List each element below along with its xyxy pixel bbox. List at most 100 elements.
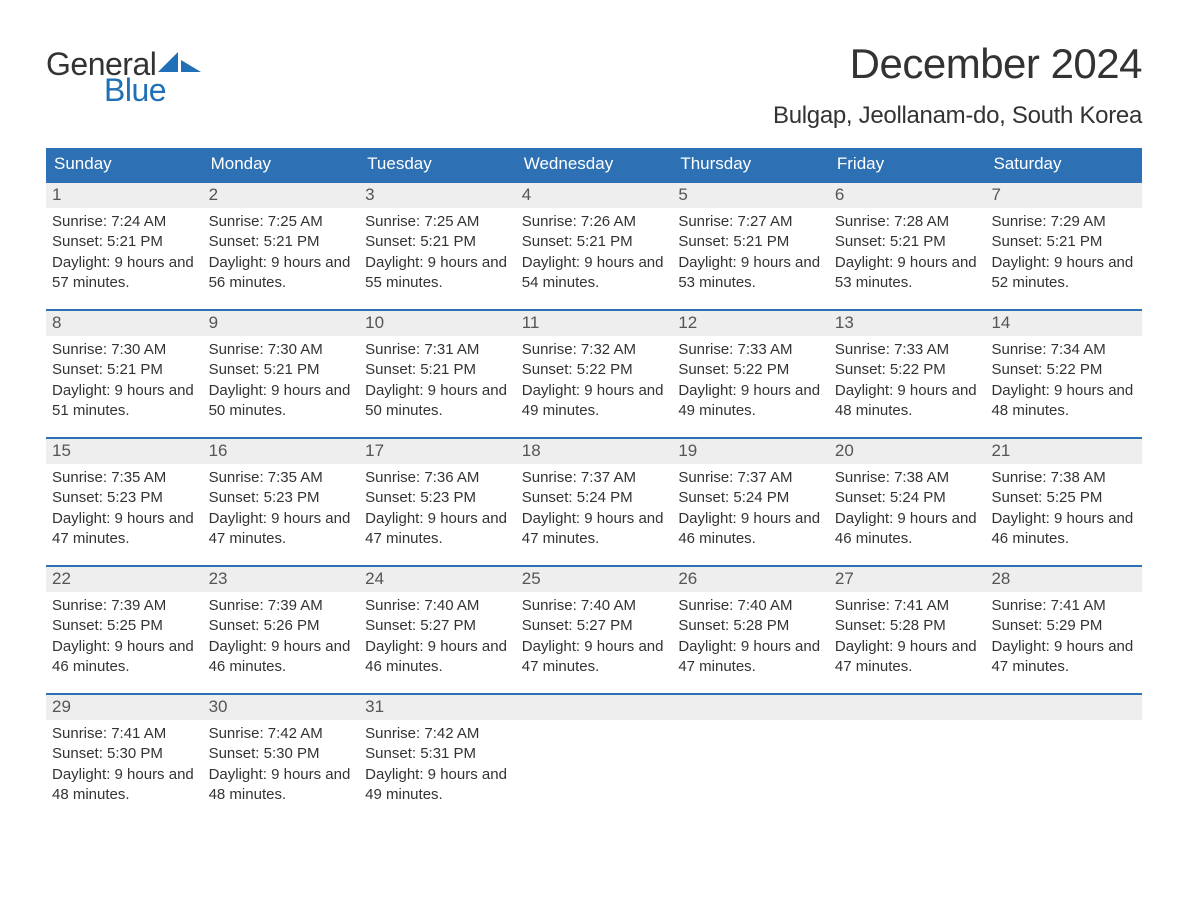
day-cell: 7Sunrise: 7:29 AMSunset: 5:21 PMDaylight… (985, 183, 1142, 295)
day-cell: 16 Sunrise: 7:35 AMSunset: 5:23 PMDayligh… (203, 439, 360, 551)
sunset-line: Sunset: 5:28 PM (678, 616, 823, 636)
sunrise-line: Sunrise: 7:30 AM (209, 340, 354, 360)
day-number: 16 (209, 441, 228, 460)
empty-day: . (672, 695, 829, 807)
location: Bulgap, Jeollanam-do, South Korea (773, 102, 1142, 130)
day-number-bar: 30 (203, 695, 360, 720)
day-number: 28 (991, 569, 1010, 588)
day-number: 29 (52, 697, 71, 716)
day-number: 19 (678, 441, 697, 460)
sunset-line: Sunset: 5:27 PM (365, 616, 510, 636)
day-number-bar: 14 (985, 311, 1142, 336)
day-number: 17 (365, 441, 384, 460)
dow-sunday: Sunday (46, 148, 203, 181)
day-number: 1 (52, 185, 61, 204)
day-cell: 10Sunrise: 7:31 AMSunset: 5:21 PMDayligh… (359, 311, 516, 423)
day-cell: 21 Sunrise: 7:38 AMSunset: 5:25 PMDayligh… (985, 439, 1142, 551)
sunrise-line: Sunrise: 7:29 AM (991, 212, 1136, 232)
dow-tuesday: Tuesday (359, 148, 516, 181)
sunrise-line: Sunrise: 7:39 AM (209, 596, 354, 616)
sunset-line: Sunset: 5:29 PM (991, 616, 1136, 636)
day-number-bar: 28 (985, 567, 1142, 592)
day-cell: 6Sunrise: 7:28 AMSunset: 5:21 PMDaylight… (829, 183, 986, 295)
daylight-line: Daylight: 9 hours and 47 minutes. (522, 637, 667, 678)
dow-wednesday: Wednesday (516, 148, 673, 181)
day-number-bar: 2 (203, 183, 360, 208)
sunset-line: Sunset: 5:21 PM (209, 232, 354, 252)
day-content: Sunrise: 7:42 AMSunset: 5:31 PMDaylight:… (359, 720, 516, 807)
month-title: December 2024 (773, 40, 1142, 88)
sunrise-line: Sunrise: 7:32 AM (522, 340, 667, 360)
day-number-bar: 31 (359, 695, 516, 720)
day-number-bar: 11 (516, 311, 673, 336)
day-number-bar: 4 (516, 183, 673, 208)
day-number: 20 (835, 441, 854, 460)
sunset-line: Sunset: 5:24 PM (678, 488, 823, 508)
day-content: Sunrise: 7:36 AMSunset: 5:23 PMDaylight:… (359, 464, 516, 551)
logo: General Blue (46, 48, 204, 106)
day-number: 31 (365, 697, 384, 716)
empty-day: . (829, 695, 986, 807)
day-content: Sunrise: 7:39 AMSunset: 5:26 PMDaylight:… (203, 592, 360, 679)
day-number: 13 (835, 313, 854, 332)
day-number-bar: 9 (203, 311, 360, 336)
daylight-line: Daylight: 9 hours and 47 minutes. (835, 637, 980, 678)
day-cell: 24Sunrise: 7:40 AMSunset: 5:27 PMDayligh… (359, 567, 516, 679)
day-content: Sunrise: 7:41 AMSunset: 5:30 PMDaylight:… (46, 720, 203, 807)
day-cell: 22Sunrise: 7:39 AMSunset: 5:25 PMDayligh… (46, 567, 203, 679)
day-number: 7 (991, 185, 1000, 204)
day-number: 21 (991, 441, 1010, 460)
daylight-line: Daylight: 9 hours and 48 minutes. (835, 381, 980, 422)
day-content: Sunrise: 7:41 AMSunset: 5:29 PMDaylight:… (985, 592, 1142, 679)
sunrise-line: Sunrise: 7:25 AM (209, 212, 354, 232)
sunset-line: Sunset: 5:24 PM (835, 488, 980, 508)
dow-friday: Friday (829, 148, 986, 181)
sunrise-line: Sunrise: 7:27 AM (678, 212, 823, 232)
title-block: December 2024 Bulgap, Jeollanam-do, Sout… (773, 40, 1142, 130)
dow-saturday: Saturday (985, 148, 1142, 181)
day-cell: 19Sunrise: 7:37 AMSunset: 5:24 PMDayligh… (672, 439, 829, 551)
day-cell: 23Sunrise: 7:39 AMSunset: 5:26 PMDayligh… (203, 567, 360, 679)
daylight-line: Daylight: 9 hours and 51 minutes. (52, 381, 197, 422)
day-number-bar: 19 (672, 439, 829, 464)
sunset-line: Sunset: 5:21 PM (835, 232, 980, 252)
day-content: Sunrise: 7:26 AMSunset: 5:21 PMDaylight:… (516, 208, 673, 295)
week-row: 15Sunrise: 7:35 AMSunset: 5:23 PMDayligh… (46, 437, 1142, 551)
day-content: Sunrise: 7:41 AMSunset: 5:28 PMDaylight:… (829, 592, 986, 679)
daylight-line: Daylight: 9 hours and 49 minutes. (678, 381, 823, 422)
day-cell: 26Sunrise: 7:40 AMSunset: 5:28 PMDayligh… (672, 567, 829, 679)
day-number: 12 (678, 313, 697, 332)
day-number-bar: . (829, 695, 986, 720)
day-cell: 17 Sunrise: 7:36 AMSunset: 5:23 PMDayligh… (359, 439, 516, 551)
day-number-bar: 23 (203, 567, 360, 592)
header: General Blue December 2024 Bulgap, Jeoll… (46, 40, 1142, 130)
day-number-bar: 5 (672, 183, 829, 208)
day-cell: 1Sunrise: 7:24 AMSunset: 5:21 PMDaylight… (46, 183, 203, 295)
day-content: Sunrise: 7:25 AMSunset: 5:21 PMDaylight:… (359, 208, 516, 295)
day-number-bar: 24 (359, 567, 516, 592)
day-content: Sunrise: 7:30 AMSunset: 5:21 PMDaylight:… (203, 336, 360, 423)
day-number-bar: 18 (516, 439, 673, 464)
day-cell: 25Sunrise: 7:40 AMSunset: 5:27 PMDayligh… (516, 567, 673, 679)
sunset-line: Sunset: 5:21 PM (52, 232, 197, 252)
sunset-line: Sunset: 5:27 PM (522, 616, 667, 636)
day-of-week-header: SundayMondayTuesdayWednesdayThursdayFrid… (46, 148, 1142, 181)
daylight-line: Daylight: 9 hours and 53 minutes. (678, 253, 823, 294)
sunset-line: Sunset: 5:22 PM (991, 360, 1136, 380)
day-number-bar: . (672, 695, 829, 720)
sunrise-line: Sunrise: 7:34 AM (991, 340, 1136, 360)
week-row: 22Sunrise: 7:39 AMSunset: 5:25 PMDayligh… (46, 565, 1142, 679)
day-content: Sunrise: 7:28 AMSunset: 5:21 PMDaylight:… (829, 208, 986, 295)
daylight-line: Daylight: 9 hours and 55 minutes. (365, 253, 510, 294)
day-cell: 5Sunrise: 7:27 AMSunset: 5:21 PMDaylight… (672, 183, 829, 295)
day-content: Sunrise: 7:35 AMSunset: 5:23 PMDaylight:… (203, 464, 360, 551)
sunrise-line: Sunrise: 7:41 AM (835, 596, 980, 616)
week-row: 8Sunrise: 7:30 AMSunset: 5:21 PMDaylight… (46, 309, 1142, 423)
daylight-line: Daylight: 9 hours and 56 minutes. (209, 253, 354, 294)
day-number-bar: 27 (829, 567, 986, 592)
daylight-line: Daylight: 9 hours and 54 minutes. (522, 253, 667, 294)
day-content: Sunrise: 7:38 AMSunset: 5:25 PMDaylight:… (985, 464, 1142, 551)
day-cell: 28 Sunrise: 7:41 AMSunset: 5:29 PMDayligh… (985, 567, 1142, 679)
daylight-line: Daylight: 9 hours and 53 minutes. (835, 253, 980, 294)
calendar-page: General Blue December 2024 Bulgap, Jeoll… (0, 0, 1188, 867)
